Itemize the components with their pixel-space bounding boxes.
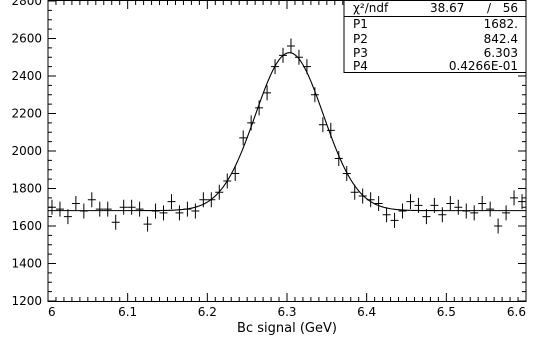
data-point (247, 115, 256, 131)
x-tick-label: 6.3 (277, 305, 296, 319)
data-point (382, 207, 391, 223)
data-point (478, 196, 487, 211)
data-point (135, 201, 144, 217)
data-point (63, 209, 72, 225)
data-point (462, 203, 471, 219)
data-point (87, 192, 96, 208)
data-point (502, 205, 511, 221)
data-point (167, 194, 176, 210)
x-tick-label: 6.5 (437, 305, 456, 319)
x-axis: 6 6.1 6.2 6.3 6.4 6.5 6.6 (47, 1, 527, 319)
y-tick-label: 1400 (11, 257, 42, 271)
y-tick-label: 1200 (11, 294, 42, 308)
stats-p4-value: 0.4266E-01 (449, 59, 518, 73)
x-tick-label: 6.4 (357, 305, 376, 319)
stats-p1-value: 1682. (484, 17, 518, 31)
data-point (191, 203, 200, 219)
stats-p4-label: P4 (353, 59, 368, 73)
data-point (55, 201, 64, 217)
stats-p2-label: P2 (353, 32, 368, 46)
data-point (350, 184, 359, 200)
data-point (215, 184, 224, 200)
x-tick-label: 6 (48, 305, 56, 319)
fit-stats-box: χ²/ndf 38.67 / 56 P1 1682. P2 842.4 P3 6… (343, 0, 527, 73)
data-point (103, 201, 112, 217)
data-point (454, 199, 463, 215)
data-point (494, 218, 503, 234)
y-tick-label: 2000 (11, 144, 42, 158)
data-point (310, 87, 319, 103)
stats-p2-value: 842.4 (484, 32, 518, 46)
x-axis-title: Bc signal (GeV) (237, 321, 337, 336)
y-tick-label: 2600 (11, 32, 42, 46)
data-point (143, 216, 152, 232)
x-tick-label: 6.6 (507, 305, 526, 319)
data-point (414, 197, 423, 213)
data-point (398, 203, 407, 219)
data-point (48, 199, 56, 215)
data-point (255, 100, 264, 116)
data-point (271, 59, 280, 75)
stats-chi2-separator: / (487, 1, 492, 15)
data-point (406, 194, 415, 210)
x-tick-label: 6.2 (198, 305, 217, 319)
data-point (438, 207, 447, 223)
data-point (486, 201, 495, 217)
stats-chi2-ndf: 56 (503, 1, 518, 15)
data-point (287, 38, 295, 54)
data-point (175, 205, 184, 221)
y-tick-label: 2400 (11, 69, 42, 83)
data-point (119, 199, 128, 215)
data-point (294, 49, 303, 65)
data-point (239, 130, 248, 146)
stats-chi2-label: χ²/ndf (353, 1, 389, 15)
data-point (334, 151, 343, 166)
fit-curve-layer (48, 52, 526, 212)
data-point (318, 117, 327, 133)
y-tick-label: 2200 (11, 107, 42, 121)
data-point (263, 85, 272, 101)
y-tick-label: 1600 (11, 219, 42, 233)
y-tick-label: 1800 (11, 182, 42, 196)
data-point (422, 209, 431, 225)
data-point (366, 192, 375, 208)
data-point (446, 196, 455, 211)
stats-p3-value: 6.303 (484, 46, 518, 60)
data-point (326, 122, 335, 138)
data-point (342, 166, 351, 181)
stats-chi2-value: 38.67 (430, 1, 464, 15)
data-point (95, 201, 104, 217)
data-point (79, 203, 88, 219)
data-point (374, 196, 383, 211)
data-point (390, 212, 399, 228)
data-points-layer (48, 38, 526, 234)
stats-p1-label: P1 (353, 17, 368, 31)
data-point (279, 47, 287, 63)
data-point (358, 188, 367, 204)
x-tick-label: 6.1 (118, 305, 137, 319)
data-point (71, 196, 80, 211)
data-point (430, 197, 439, 213)
data-point (111, 214, 120, 230)
data-point (510, 190, 519, 206)
y-axis: 1200 1400 1600 1800 2000 2200 2400 2600 2800 (11, 0, 526, 308)
data-point (151, 203, 160, 219)
data-point (207, 192, 216, 208)
stats-p3-label: P3 (353, 46, 368, 60)
data-point (127, 199, 136, 215)
data-point (223, 173, 232, 189)
data-point (302, 59, 311, 75)
stats-box-frame (343, 0, 527, 73)
data-point (470, 205, 479, 221)
data-point (199, 192, 208, 208)
fit-curve (48, 52, 526, 212)
data-point (159, 205, 168, 221)
data-point (231, 166, 240, 181)
data-point (518, 194, 526, 210)
data-point (183, 201, 192, 217)
y-tick-label: 2800 (11, 0, 42, 8)
